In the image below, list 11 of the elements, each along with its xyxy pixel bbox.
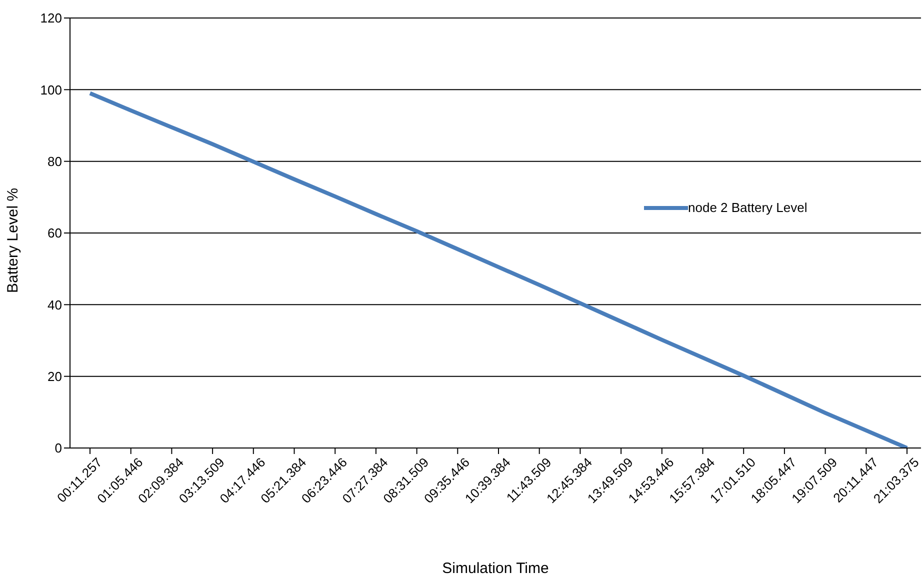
y-tick-label: 20 xyxy=(48,368,62,384)
legend-label: node 2 Battery Level xyxy=(688,200,808,215)
y-tick-label: 60 xyxy=(48,226,62,241)
y-tick-label: 80 xyxy=(48,154,62,169)
x-axis-title: Simulation Time xyxy=(442,560,549,577)
y-axis-title: Battery Level % xyxy=(4,188,22,293)
y-tick-label: 120 xyxy=(40,10,62,26)
y-tick-label: 100 xyxy=(40,82,62,98)
y-tick-label: 40 xyxy=(48,297,62,312)
y-tick-label: 0 xyxy=(54,440,62,456)
line-series xyxy=(88,91,909,448)
